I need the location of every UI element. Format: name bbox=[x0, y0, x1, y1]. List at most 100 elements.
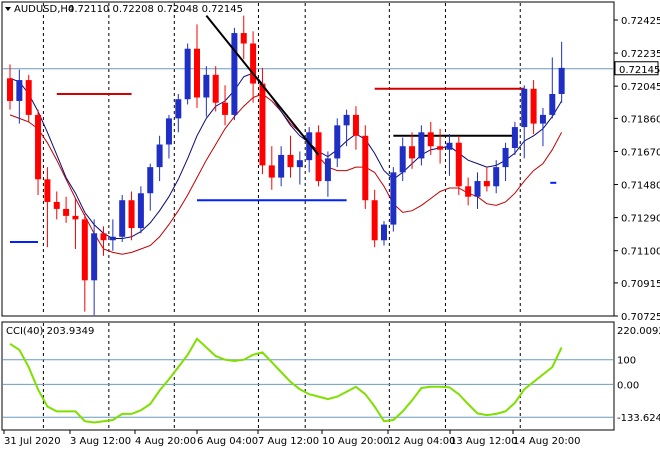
price-tick-label: 0.72235 bbox=[621, 49, 660, 60]
candle-body bbox=[194, 48, 200, 98]
time-tick-label: 10 Aug 20:00 bbox=[322, 436, 389, 447]
candle-body bbox=[558, 67, 565, 94]
time-tick-label: 31 Jul 2020 bbox=[4, 436, 61, 447]
candle-body bbox=[334, 125, 341, 159]
candle-body bbox=[175, 99, 182, 119]
candle-body bbox=[278, 154, 285, 178]
candle-body bbox=[530, 88, 537, 124]
candle-body bbox=[63, 208, 70, 216]
candle-body bbox=[259, 83, 266, 166]
cci-tick-label: -133.6246 bbox=[617, 413, 660, 424]
candles bbox=[7, 15, 565, 316]
candle-body bbox=[222, 102, 229, 115]
candle-body bbox=[81, 219, 88, 281]
candle-body bbox=[16, 80, 23, 101]
grid bbox=[3, 3, 613, 429]
time-tick-label: 7 Aug 12:00 bbox=[258, 436, 319, 447]
candle-body bbox=[390, 172, 397, 225]
price-panel-frame bbox=[1, 1, 615, 317]
trend-lines bbox=[205, 15, 320, 156]
current-price-label: 0.72145 bbox=[619, 65, 660, 76]
candle-body bbox=[250, 43, 257, 84]
time-tick-label: 3 Aug 12:00 bbox=[70, 436, 131, 447]
candle-body bbox=[549, 94, 556, 115]
cci-line bbox=[3, 337, 613, 424]
candle-body bbox=[427, 132, 434, 147]
time-tick-label: 4 Aug 20:00 bbox=[135, 436, 196, 447]
candle-body bbox=[352, 114, 359, 136]
candle-body bbox=[381, 224, 387, 241]
candle-body bbox=[268, 165, 275, 178]
time-axis: 31 Jul 2020 3 Aug 12:00 4 Aug 20:00 6 Aug 0… bbox=[3, 430, 580, 447]
time-tick-label: 12 Aug 04:00 bbox=[388, 436, 455, 447]
cci-polyline bbox=[9, 337, 563, 424]
candle-body bbox=[511, 127, 518, 148]
candle-body bbox=[324, 158, 331, 182]
time-tick-label: 6 Aug 04:00 bbox=[197, 436, 258, 447]
candle-body bbox=[72, 215, 79, 220]
candle-body bbox=[539, 114, 546, 124]
candle-body bbox=[493, 167, 500, 187]
candle-body bbox=[455, 142, 462, 187]
candle-body bbox=[437, 146, 444, 150]
cci-tick-label: 100 bbox=[617, 356, 636, 367]
candle-body bbox=[409, 146, 416, 159]
candle-body bbox=[296, 160, 303, 168]
cci-tick-label: 220.0092 bbox=[617, 326, 660, 337]
candle-body bbox=[25, 80, 32, 115]
candle-body bbox=[128, 200, 135, 229]
candle-body bbox=[44, 179, 51, 202]
candle-body bbox=[165, 118, 172, 145]
candle-body bbox=[502, 147, 509, 168]
candle-body bbox=[109, 236, 116, 241]
candle-body bbox=[184, 48, 191, 100]
symbol-dropdown-icon[interactable] bbox=[5, 7, 11, 11]
candle-body bbox=[147, 167, 154, 194]
price-axis: 0.72425 0.72235 0.72045 0.71860 0.71670 0.714… bbox=[614, 16, 660, 424]
price-tick-label: 0.71670 bbox=[621, 147, 660, 158]
candle-body bbox=[156, 144, 163, 168]
trend-line bbox=[205, 15, 320, 156]
candle-body bbox=[465, 186, 472, 197]
price-tick-label: 0.71860 bbox=[621, 114, 660, 125]
candle-body bbox=[7, 78, 13, 101]
price-tick-label: 0.70915 bbox=[621, 279, 660, 290]
indicator-panel-frame bbox=[1, 321, 615, 431]
price-tick-label: 0.72425 bbox=[621, 16, 660, 27]
candle-body bbox=[343, 114, 350, 126]
symbol-label: AUDUSD,H4 bbox=[14, 4, 74, 15]
candle-body bbox=[399, 146, 406, 173]
time-tick-label: 13 Aug 12:00 bbox=[450, 436, 517, 447]
moving-averages bbox=[9, 72, 563, 255]
ma-fast-line bbox=[9, 72, 563, 239]
candle-body bbox=[371, 200, 378, 241]
candle-body bbox=[287, 154, 294, 168]
candle-body bbox=[418, 132, 425, 159]
candle-body bbox=[306, 132, 313, 161]
price-tick-label: 0.72045 bbox=[621, 82, 660, 93]
cci-tick-label: 0.00 bbox=[617, 380, 639, 391]
candle-body bbox=[315, 132, 322, 182]
candle-body bbox=[521, 88, 528, 128]
candle-body bbox=[119, 200, 126, 237]
candle-body bbox=[137, 193, 144, 229]
ohlc-readout: 0.72110 0.72208 0.72048 0.72145 bbox=[68, 4, 243, 15]
candle-body bbox=[91, 233, 98, 281]
candle-body bbox=[362, 135, 369, 201]
time-tick-label: 14 Aug 20:00 bbox=[513, 436, 580, 447]
price-tick-label: 0.70725 bbox=[621, 312, 660, 323]
current-price-box bbox=[614, 61, 659, 76]
candle-body bbox=[483, 181, 490, 187]
candle-body bbox=[212, 74, 219, 103]
candle-body bbox=[474, 181, 481, 197]
candle-body bbox=[446, 142, 453, 150]
candle-body bbox=[35, 114, 42, 180]
price-tick-label: 0.71290 bbox=[621, 214, 660, 225]
levels bbox=[10, 87, 557, 243]
candle-body bbox=[53, 201, 60, 209]
candle-body bbox=[203, 74, 210, 98]
candle-body bbox=[231, 33, 238, 115]
price-tick-label: 0.71480 bbox=[621, 181, 660, 192]
